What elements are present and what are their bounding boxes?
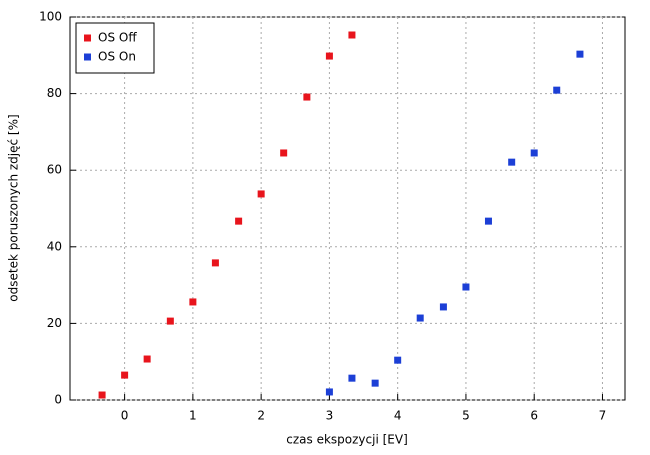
x-axis-label: czas ekspozycji [EV] [286, 433, 408, 447]
point [325, 388, 333, 396]
y-tick-label: 20 [47, 316, 62, 330]
point [484, 217, 492, 225]
point [394, 356, 402, 364]
point [280, 149, 288, 157]
point [211, 259, 219, 267]
legend-label: OS Off [98, 31, 137, 45]
x-tick-label: 6 [530, 409, 538, 423]
x-tick-label: 0 [121, 409, 129, 423]
y-axis-label: odsetek poruszonych zdjęć [%] [7, 114, 21, 301]
y-tick-label: 40 [47, 239, 62, 253]
x-tick-label: 4 [394, 409, 402, 423]
plot-frame [69, 16, 626, 401]
legend-label: OS On [98, 50, 136, 64]
point [416, 314, 424, 322]
point [143, 355, 151, 363]
point [576, 50, 584, 58]
x-tick-label: 7 [599, 409, 607, 423]
y-tick-label: 100 [39, 10, 62, 24]
legend-swatch [84, 34, 91, 42]
point [98, 391, 106, 399]
point [348, 374, 356, 382]
y-tick-label: 0 [54, 393, 62, 407]
point [553, 86, 561, 94]
point [189, 298, 197, 306]
point [235, 217, 243, 225]
point [303, 93, 311, 101]
point [348, 31, 356, 39]
x-tick-label: 3 [326, 409, 334, 423]
x-tick-label: 1 [189, 409, 197, 423]
point [325, 52, 333, 60]
point [462, 283, 470, 291]
y-tick-label: 80 [47, 86, 62, 100]
point [530, 149, 538, 157]
point [371, 379, 379, 387]
point [439, 303, 447, 311]
point [257, 190, 265, 198]
x-tick-label: 5 [462, 409, 470, 423]
point [508, 158, 516, 166]
x-tick-label: 2 [257, 409, 265, 423]
legend-swatch [84, 53, 91, 61]
y-tick-label: 60 [47, 163, 62, 177]
legend-box [75, 22, 155, 74]
point [121, 371, 129, 379]
point [166, 317, 174, 325]
